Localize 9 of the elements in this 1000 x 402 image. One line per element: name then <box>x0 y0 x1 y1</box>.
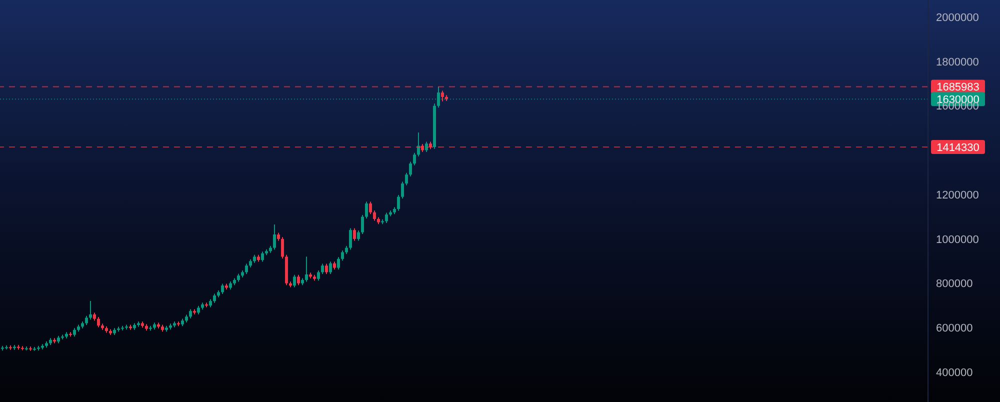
ref-line-label: 1685983 <box>936 82 980 94</box>
y-tick-label: 1000000 <box>936 234 979 246</box>
y-tick-label: 1200000 <box>936 189 979 202</box>
y-tick-label: 600000 <box>936 322 973 335</box>
y-tick-label: 400000 <box>936 366 973 379</box>
y-tick-label: 1800000 <box>936 56 979 68</box>
ref-line-label: 1414330 <box>936 142 980 154</box>
y-tick-label: 2000000 <box>936 12 979 24</box>
y-tick-label: 800000 <box>936 278 973 290</box>
